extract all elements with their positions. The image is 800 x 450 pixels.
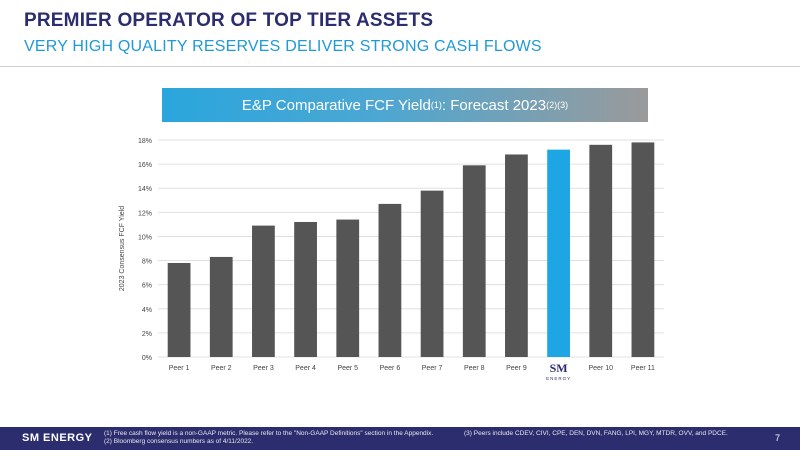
y-tick-label: 16% — [138, 162, 152, 169]
chart-title-banner: E&P Comparative FCF Yield (1): Forecast 2… — [162, 88, 648, 122]
x-tick-label: Peer 11 — [631, 365, 655, 372]
chart-title-part2: : Forecast 2023 — [441, 96, 547, 114]
x-tick-label: Peer 3 — [253, 365, 274, 372]
bar — [378, 203, 402, 357]
x-tick-label: Peer 9 — [506, 365, 527, 372]
bar — [589, 144, 613, 357]
footnote-2: (2) Bloomberg consensus numbers as of 4/… — [104, 438, 254, 445]
bar — [252, 225, 275, 357]
y-tick-label: 6% — [142, 283, 152, 290]
footnotes-left: (1) Free cash flow yield is a non-GAAP m… — [104, 430, 433, 446]
x-tick-label: Peer 7 — [422, 365, 443, 372]
page-subtitle: VERY HIGH QUALITY RESERVES DELIVER STRON… — [24, 38, 542, 55]
bar — [547, 149, 570, 357]
x-tick-label: Peer 1 — [169, 365, 190, 372]
y-tick-label: 8% — [142, 259, 152, 266]
footer-logo: SM ENERGY — [22, 432, 93, 444]
y-tick-label: 0% — [142, 355, 152, 362]
x-tick-label: Peer 2 — [211, 365, 232, 372]
chart-title-part1: E&P Comparative FCF Yield — [241, 96, 431, 114]
page-number: 7 — [774, 433, 780, 443]
x-tick-label: Peer 8 — [464, 365, 485, 372]
y-tick-label: 2% — [142, 331, 152, 338]
sm-logo-word: ENERGY — [546, 376, 571, 381]
bar — [462, 165, 486, 357]
header-divider — [0, 66, 800, 67]
bar — [294, 221, 317, 357]
footnote-1: (1) Free cash flow yield is a non-GAAP m… — [104, 430, 434, 437]
bar-chart: 0% 2% 4% 6% 8% 10% 12% 14% 16% 18% 2023 Consensus … — [119, 138, 664, 381]
bar — [167, 262, 191, 357]
chart-title-sup1: (1) — [430, 100, 442, 110]
bar — [336, 219, 360, 357]
y-tick-label: 12% — [138, 210, 152, 217]
page-title: PREMIER OPERATOR OF TOP TIER ASSETS — [24, 10, 434, 31]
bar — [420, 190, 444, 357]
x-tick-label: Peer 10 — [588, 365, 613, 372]
y-tick-label: 14% — [138, 186, 152, 193]
y-tick-label: 10% — [138, 234, 152, 241]
bar — [631, 142, 655, 357]
footer-bar: SM ENERGY (1) Free cash flow yield is a … — [0, 427, 800, 450]
x-tick-label: Peer 5 — [337, 365, 358, 372]
x-tick-label: Peer 4 — [295, 365, 316, 372]
bar — [505, 154, 528, 357]
bar — [209, 256, 233, 357]
y-axis-label: 2023 Consensus FCF Yield — [119, 206, 126, 291]
y-tick-label: 4% — [142, 307, 152, 314]
x-tick-label: Peer 6 — [380, 365, 401, 372]
footnote-3: (3) Peers include CDEV, CIVI, CPE, DEN, … — [464, 430, 728, 437]
chart-title-sup2: (2)(3) — [546, 100, 569, 110]
y-tick-label: 18% — [138, 138, 152, 145]
sm-logo-mark: SM — [550, 361, 568, 375]
